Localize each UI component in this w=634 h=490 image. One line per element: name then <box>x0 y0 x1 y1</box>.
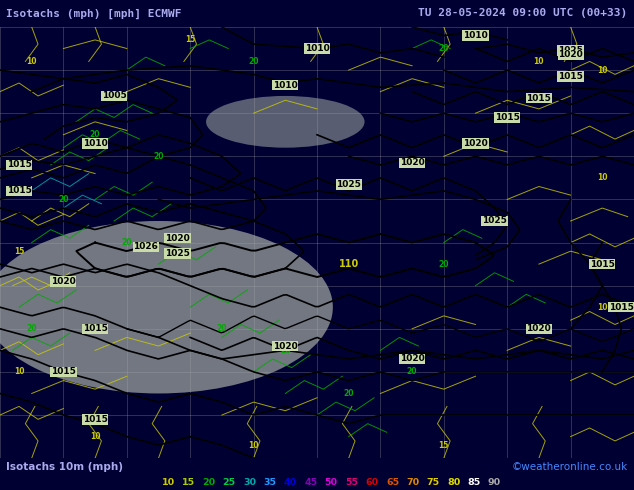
Text: 1020: 1020 <box>526 324 552 333</box>
Text: 15: 15 <box>14 246 24 256</box>
Text: 1010: 1010 <box>304 44 330 53</box>
Text: 10: 10 <box>597 173 607 182</box>
Text: 10: 10 <box>90 432 100 441</box>
Text: 20: 20 <box>202 479 216 488</box>
Text: 1020: 1020 <box>399 158 425 167</box>
Text: Isotachs (mph) [mph] ECMWF: Isotachs (mph) [mph] ECMWF <box>6 8 182 19</box>
Text: 20: 20 <box>280 346 290 355</box>
Text: 1026: 1026 <box>133 243 158 251</box>
Text: ©weatheronline.co.uk: ©weatheronline.co.uk <box>512 462 628 472</box>
Text: 15: 15 <box>185 35 195 45</box>
Text: 20: 20 <box>344 389 354 398</box>
Text: 50: 50 <box>325 479 338 488</box>
Text: 65: 65 <box>386 479 399 488</box>
Text: 10: 10 <box>597 303 607 312</box>
Text: 20: 20 <box>58 195 68 204</box>
Text: 20: 20 <box>27 324 37 333</box>
Text: 1020: 1020 <box>165 234 190 243</box>
Text: 20: 20 <box>439 44 449 53</box>
Text: 1020: 1020 <box>463 139 488 148</box>
Text: 25: 25 <box>223 479 236 488</box>
Text: 85: 85 <box>467 479 481 488</box>
Text: 80: 80 <box>447 479 460 488</box>
Text: 1020: 1020 <box>399 354 425 364</box>
Text: 20: 20 <box>122 238 132 247</box>
Text: 10: 10 <box>597 66 607 74</box>
Text: 1025: 1025 <box>482 217 507 225</box>
Text: 1015: 1015 <box>558 72 583 81</box>
Text: 20: 20 <box>439 260 449 269</box>
Text: 1015: 1015 <box>609 303 634 312</box>
Text: 1015: 1015 <box>590 260 615 269</box>
Text: 75: 75 <box>427 479 440 488</box>
Text: 1015: 1015 <box>82 324 108 333</box>
Text: 15: 15 <box>439 441 449 450</box>
Text: 1015: 1015 <box>51 368 76 376</box>
Text: 110: 110 <box>339 259 359 269</box>
Text: 1015: 1015 <box>6 186 32 196</box>
Text: 1015: 1015 <box>6 160 32 170</box>
Text: 10: 10 <box>14 368 24 376</box>
Text: 10: 10 <box>534 57 544 66</box>
Text: 40: 40 <box>284 479 297 488</box>
Text: 1025: 1025 <box>165 249 190 258</box>
Text: 10: 10 <box>249 441 259 450</box>
Text: 20: 20 <box>407 368 417 376</box>
Text: 1010: 1010 <box>82 139 108 148</box>
Text: 15: 15 <box>182 479 195 488</box>
Text: 1025: 1025 <box>558 46 583 55</box>
Text: 1020: 1020 <box>558 50 583 59</box>
Text: 1020: 1020 <box>51 277 76 286</box>
Text: 1020: 1020 <box>273 342 298 350</box>
Text: 1010: 1010 <box>463 31 488 40</box>
Text: 1015: 1015 <box>82 415 108 424</box>
Text: 10: 10 <box>27 57 37 66</box>
Text: 35: 35 <box>264 479 276 488</box>
Text: 1025: 1025 <box>336 180 361 189</box>
Text: 1010: 1010 <box>273 81 298 90</box>
Text: 1005: 1005 <box>101 92 127 100</box>
Text: 20: 20 <box>153 152 164 161</box>
Text: 55: 55 <box>345 479 358 488</box>
Text: 30: 30 <box>243 479 256 488</box>
Text: Isotachs 10m (mph): Isotachs 10m (mph) <box>6 462 124 472</box>
Text: 20: 20 <box>217 324 227 333</box>
Text: 1015: 1015 <box>495 113 520 122</box>
Text: 1015: 1015 <box>526 94 552 102</box>
Ellipse shape <box>206 96 365 147</box>
Text: 90: 90 <box>488 479 501 488</box>
Text: 45: 45 <box>304 479 318 488</box>
Text: 70: 70 <box>406 479 420 488</box>
Text: 10: 10 <box>162 479 174 488</box>
Text: 20: 20 <box>249 57 259 66</box>
Text: 20: 20 <box>90 130 100 139</box>
Text: TU 28-05-2024 09:00 UTC (00+33): TU 28-05-2024 09:00 UTC (00+33) <box>418 8 628 19</box>
Text: 60: 60 <box>366 479 378 488</box>
Ellipse shape <box>0 221 333 393</box>
